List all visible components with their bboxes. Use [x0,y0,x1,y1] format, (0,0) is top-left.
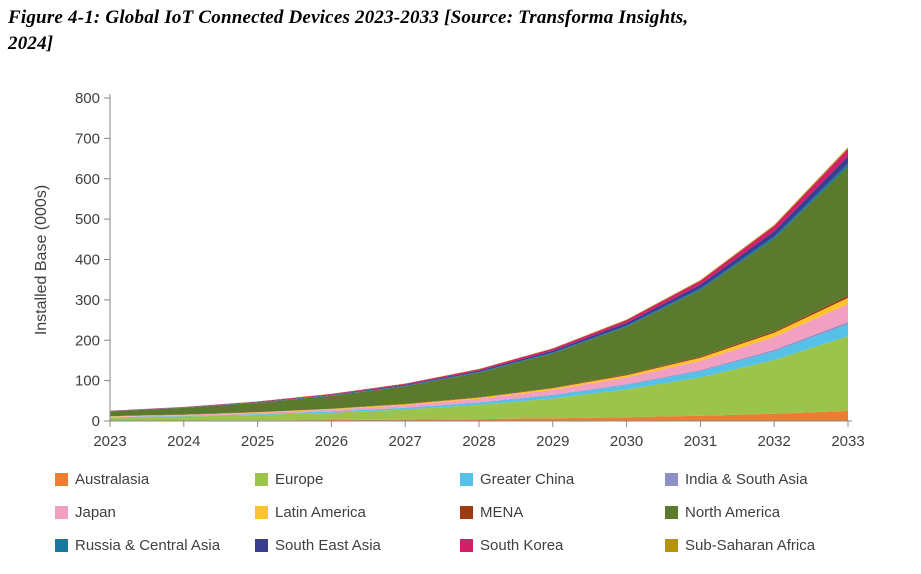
legend-swatch-india-south-asia [665,473,678,486]
y-tick-label: 300 [75,292,100,309]
x-tick-label: 2030 [610,433,643,450]
legend-label: South East Asia [275,537,381,554]
legend-swatch-mena [460,506,473,519]
x-tick-label: 2025 [241,433,274,450]
y-axis-title: Installed Base (000s) [33,185,50,335]
y-tick-label: 200 [75,332,100,349]
y-tick-label: 800 [75,90,100,107]
legend-swatch-australasia [55,473,68,486]
legend-item-japan: Japan [55,502,255,523]
y-tick-label: 100 [75,373,100,390]
legend-label: Europe [275,471,324,488]
legend-swatch-south-korea [460,539,473,552]
area-north-america [110,166,848,417]
legend-label: South Korea [480,537,564,554]
legend-swatch-sub-saharan-africa [665,539,678,552]
legend-label: MENA [480,504,524,521]
legend-swatch-greater-china [460,473,473,486]
figure-title-line1: Figure 4-1: Global IoT Connected Devices… [8,7,689,28]
legend-item-europe: Europe [255,469,460,490]
legend-swatch-europe [255,473,268,486]
axes-group: 0 100 200 300 400 500 600 700 800 2023 2024 2025 202… [75,90,865,450]
legend-item-australasia: Australasia [55,469,255,490]
legend-swatch-north-america [665,506,678,519]
x-tick-label: 2031 [684,433,717,450]
legend-swatch-russia-central-asia [55,539,68,552]
legend-label: Sub-Saharan Africa [685,537,816,554]
legend-item-south-east-asia: South East Asia [255,535,460,556]
x-tick-label: 2024 [167,433,200,450]
stacked-area-chart: Installed Base (000s) 0 100 200 300 400 500 60… [33,90,865,450]
x-tick-label: 2033 [831,433,864,450]
legend-label: Latin America [275,504,366,521]
x-tick-label: 2023 [93,433,126,450]
legend-label: Australasia [75,471,150,488]
y-tick-label: 700 [75,130,100,147]
legend-item-sub-saharan-africa: Sub-Saharan Africa [665,535,911,556]
area-australasia [110,410,848,421]
legend-item-latin-america: Latin America [255,502,460,523]
areas-group [110,147,848,421]
legend-item-mena: MENA [460,502,665,523]
chart-legend: Australasia Europe Greater China India & So… [55,469,911,556]
legend-item-india-south-asia: India & South Asia [665,469,911,490]
y-tick-label: 400 [75,252,100,269]
legend-label: Greater China [480,471,575,488]
y-tick-label: 500 [75,211,100,228]
legend-label: Russia & Central Asia [75,537,221,554]
y-tick-label: 600 [75,171,100,188]
x-tick-label: 2026 [315,433,348,450]
legend-swatch-latin-america [255,506,268,519]
legend-swatch-japan [55,506,68,519]
legend-swatch-south-east-asia [255,539,268,552]
legend-item-south-korea: South Korea [460,535,665,556]
x-tick-label: 2029 [536,433,569,450]
y-tick-label: 0 [92,413,100,430]
x-tick-label: 2028 [462,433,495,450]
legend-item-russia-central-asia: Russia & Central Asia [55,535,255,556]
figure-title: Figure 4-1: Global IoT Connected Devices… [8,5,915,57]
area-europe [110,336,848,421]
legend-label: North America [685,504,781,521]
legend-item-greater-china: Greater China [460,469,665,490]
x-tick-label: 2032 [758,433,791,450]
legend-label: Japan [75,504,116,521]
legend-item-north-america: North America [665,502,911,523]
legend-label: India & South Asia [685,471,808,488]
figure-title-line2: 2024] [8,33,54,55]
x-tick-label: 2027 [389,433,422,450]
